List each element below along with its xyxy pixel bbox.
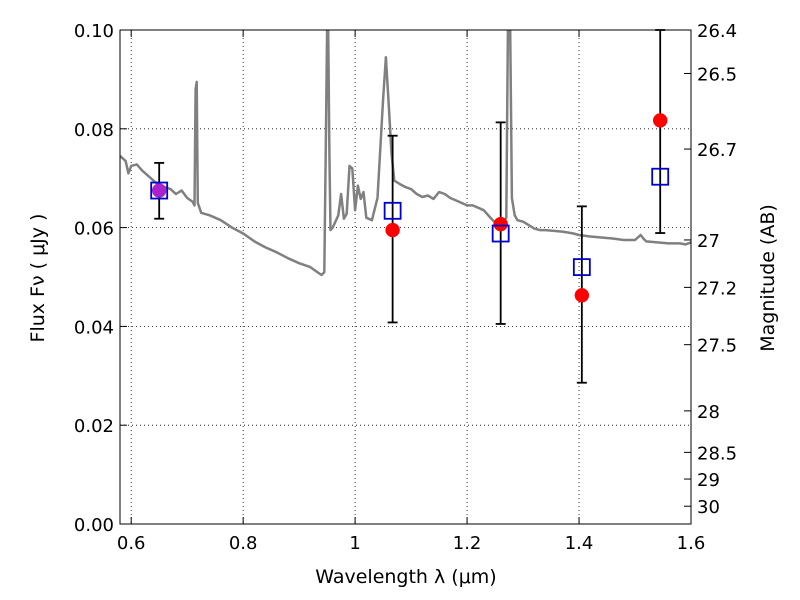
y2-tick-label: 26.4: [697, 21, 737, 42]
axis-ticks: [120, 29, 692, 525]
spectrum-line: [120, 30, 691, 277]
y-tick-label: 0.00: [74, 515, 114, 536]
y2-tick-label: 27.5: [697, 336, 737, 357]
y2-tick-label: 29: [697, 470, 720, 491]
y2-tick-label: 26.7: [697, 140, 737, 161]
y2-tick-label: 26.5: [697, 64, 737, 85]
x-tick-label: 1.6: [677, 533, 706, 554]
y-tick-label: 0.08: [74, 120, 114, 141]
observed-point: [151, 183, 167, 198]
y2-tick-label: 30: [697, 497, 720, 518]
y2-tick-label: 27: [697, 231, 720, 252]
observed-point: [385, 222, 400, 238]
y2-tick-label: 28: [697, 402, 720, 423]
model-points: [150, 167, 670, 277]
model-point: [651, 167, 670, 186]
x-tick-label: 0.6: [117, 533, 146, 554]
y2-tick-label: 28.5: [697, 443, 737, 464]
y2-axis-label: Magnitude (AB): [757, 204, 779, 352]
spectrum-series: [120, 30, 691, 277]
x-tick-label: 0.8: [229, 533, 258, 554]
observed-point: [652, 113, 668, 128]
x-tick-label: 1: [349, 533, 360, 554]
x-tick-label: 1.2: [453, 533, 482, 554]
observed-points: [151, 113, 668, 303]
y-tick-label: 0.02: [74, 416, 114, 437]
model-point: [572, 258, 591, 277]
model-point: [491, 224, 510, 243]
observed-point: [493, 216, 508, 232]
tick-labels: 0.6 0.8 1 1.2 1.4 1.6 0.00 0.02 0.04 0.06 0.08 0.10…: [74, 21, 737, 554]
y2-tick-label: 27.2: [697, 278, 737, 299]
y-tick-label: 0.10: [74, 21, 114, 42]
y-tick-label: 0.04: [74, 317, 114, 338]
y-axis-label: Flux Fν ( μJy ): [27, 214, 49, 343]
model-point: [150, 181, 169, 200]
x-axis-label: Wavelength λ (μm): [315, 566, 496, 588]
plot-frame: [119, 29, 692, 525]
y-tick-label: 0.06: [74, 219, 114, 240]
model-point: [383, 201, 402, 220]
x-tick-label: 1.4: [565, 533, 594, 554]
observed-point: [574, 288, 590, 303]
